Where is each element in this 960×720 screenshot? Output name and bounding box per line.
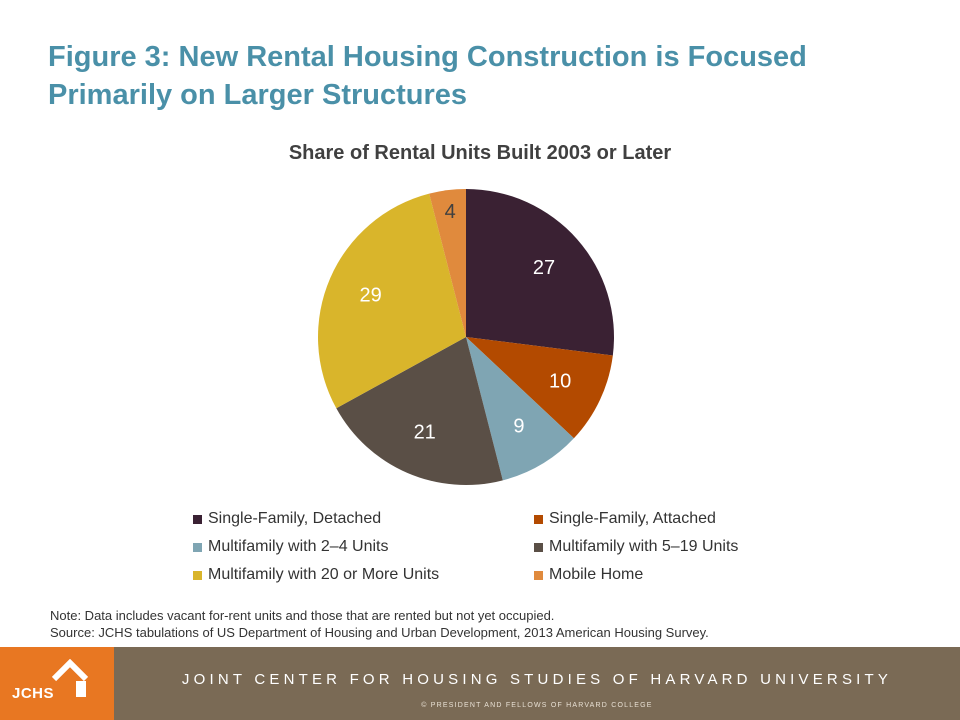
pie-slice <box>429 189 466 337</box>
slice-value-label: 27 <box>533 257 555 279</box>
legend-item: Single-Family, Detached <box>193 508 534 530</box>
legend-item: Multifamily with 20 or More Units <box>193 564 534 586</box>
legend-item: Multifamily with 5–19 Units <box>534 536 833 558</box>
slide-title: Figure 3: New Rental Housing Constructio… <box>48 41 807 111</box>
pie-slice <box>336 337 503 485</box>
legend-label: Multifamily with 2–4 Units <box>208 538 389 555</box>
legend-swatch <box>193 570 202 580</box>
note-text: Note: Data includes vacant for-rent unit… <box>50 608 555 623</box>
pie-slice <box>466 189 614 356</box>
house-icon <box>52 659 88 697</box>
legend-item: Mobile Home <box>534 564 833 586</box>
chart-legend: Single-Family, Detached Single-Family, A… <box>193 508 833 586</box>
slice-value-label: 10 <box>549 370 571 392</box>
legend-label: Mobile Home <box>549 566 644 583</box>
slice-value-label: 29 <box>359 285 381 307</box>
legend-item: Single-Family, Attached <box>534 508 833 530</box>
legend-swatch <box>534 570 543 580</box>
footer-band: JOINT CENTER FOR HOUSING STUDIES OF HARV… <box>114 647 960 720</box>
legend-item: Multifamily with 2–4 Units <box>193 536 534 558</box>
footer: JCHS JOINT CENTER FOR HOUSING STUDIES OF… <box>0 647 960 720</box>
legend-swatch <box>193 514 202 524</box>
slice-value-label: 21 <box>414 421 436 443</box>
logo-text: JCHS <box>12 685 55 702</box>
source-text: Source: JCHS tabulations of US Departmen… <box>50 625 709 640</box>
legend-label: Single-Family, Detached <box>208 510 382 527</box>
pie-slice <box>466 337 574 481</box>
chart-title: Share of Rental Units Built 2003 or Late… <box>288 142 672 164</box>
slice-value-label: 4 <box>445 201 456 223</box>
organization-name: JOINT CENTER FOR HOUSING STUDIES OF HARV… <box>181 671 893 688</box>
legend-label: Multifamily with 20 or More Units <box>208 566 440 583</box>
legend-swatch <box>534 514 543 524</box>
legend-swatch <box>193 542 202 552</box>
pie-slice <box>318 193 466 409</box>
legend-swatch <box>534 542 543 552</box>
chart-notes: Note: Data includes vacant for-rent unit… <box>50 607 930 641</box>
jchs-logo: JCHS <box>0 647 114 720</box>
legend-label: Single-Family, Attached <box>549 510 716 527</box>
copyright-text: © PRESIDENT AND FELLOWS OF HARVARD COLLE… <box>421 702 653 709</box>
legend-label: Multifamily with 5–19 Units <box>549 538 739 555</box>
pie-slice <box>466 337 613 439</box>
slice-value-label: 9 <box>513 416 524 438</box>
